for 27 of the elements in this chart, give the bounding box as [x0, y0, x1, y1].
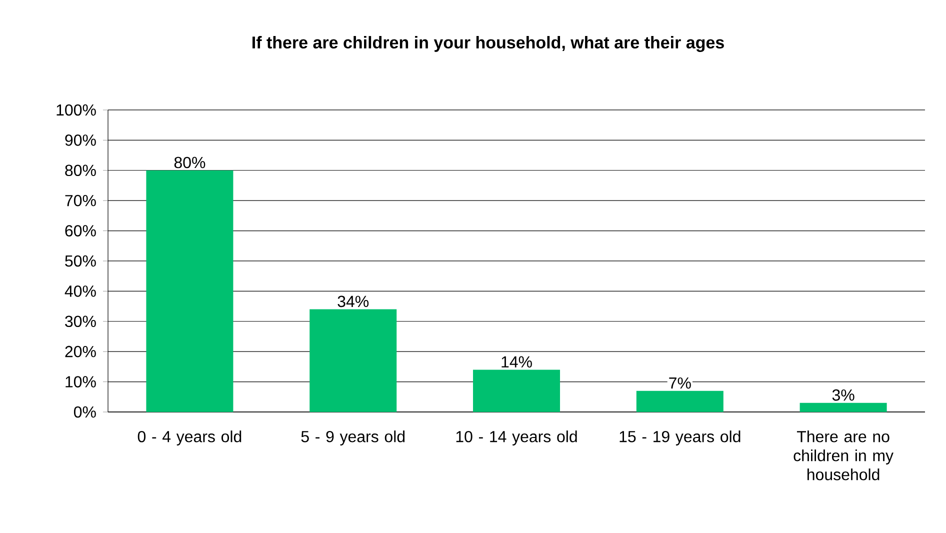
x-tick-label: 5 - 9 years old [301, 430, 405, 446]
x-tick-label: 15 - 19 years old [620, 430, 740, 446]
y-tick-label: 100% [56, 104, 96, 116]
x-tick-label: There are no children in my household [794, 430, 894, 480]
bar [800, 402, 887, 412]
data-label: 7% [669, 377, 691, 389]
y-tick-label: 70% [65, 194, 96, 206]
bar [473, 370, 560, 412]
y-tick-label: 40% [64, 286, 96, 297]
x-tick-label: 0 - 4 years old [138, 430, 242, 446]
chart-title: If there are children in your household, what are their ages [252, 36, 724, 52]
y-tick-label: 0% [74, 406, 96, 418]
y-tick-label: 50% [65, 255, 96, 267]
bar [310, 309, 397, 412]
bar [146, 170, 234, 412]
y-tick-label: 10% [66, 376, 96, 388]
data-label: 34% [338, 296, 369, 308]
data-label: 3% [832, 389, 854, 401]
y-tick-label: 30% [65, 316, 96, 328]
data-label: 80% [174, 156, 206, 168]
y-tick-label: 80% [65, 164, 96, 176]
y-tick-label: 60% [65, 225, 96, 236]
x-tick-label: 10 - 14 years old [456, 430, 577, 446]
bar [636, 390, 724, 412]
y-tick-label: 20% [65, 346, 96, 358]
y-tick-label: 90% [65, 134, 96, 146]
data-label: 14% [502, 356, 532, 368]
